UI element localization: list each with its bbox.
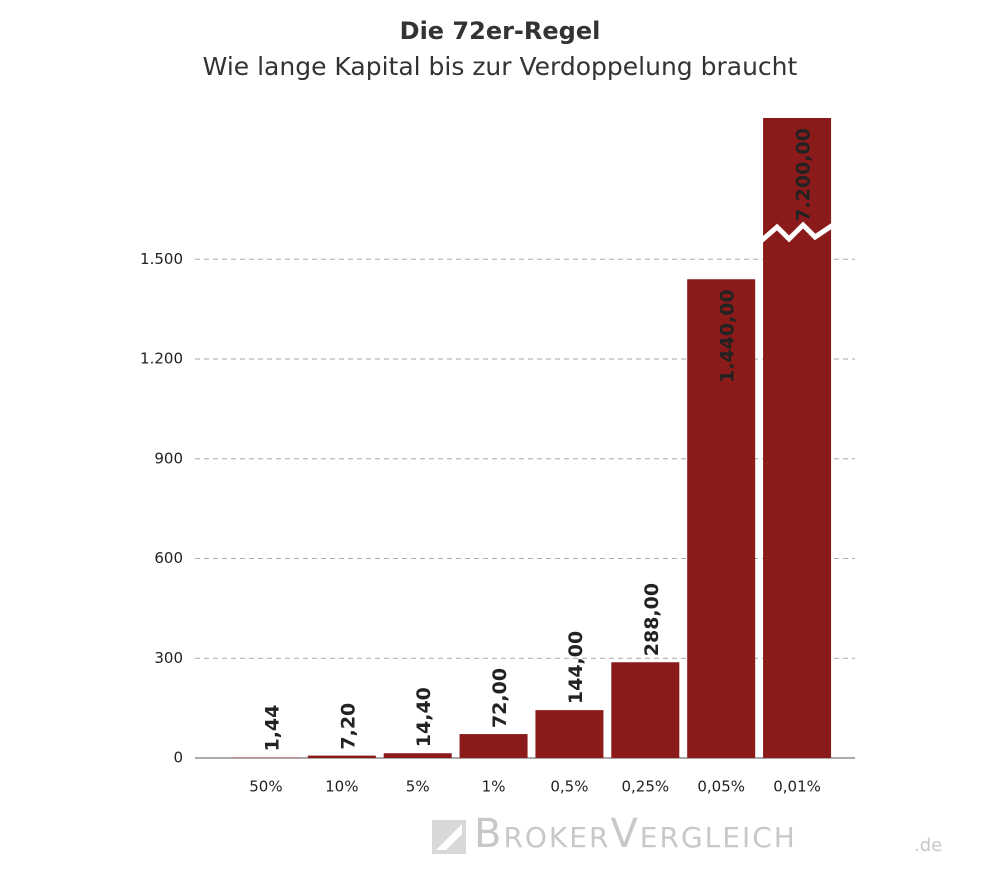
bar: [535, 710, 604, 758]
value-label: 14,40: [413, 687, 435, 747]
x-tick-label: 1%: [482, 778, 506, 796]
y-tick-label: 1.500: [140, 250, 183, 268]
bar: [307, 755, 376, 758]
axis-break: [759, 221, 835, 243]
x-tick-label: 0,01%: [773, 778, 821, 796]
value-label: 144,00: [565, 631, 587, 704]
x-tick-label: 50%: [249, 778, 282, 796]
x-tick-label: 0,5%: [550, 778, 588, 796]
y-tick-label: 300: [154, 649, 183, 667]
bar: [611, 662, 680, 758]
y-tick-label: 600: [154, 549, 183, 567]
y-tick-label: 0: [173, 749, 183, 767]
chart-title: Die 72er-Regel: [400, 17, 601, 45]
y-tick-label: 1.200: [140, 350, 183, 368]
x-tick-label: 10%: [325, 778, 358, 796]
value-label: 7.200,00: [793, 128, 815, 222]
value-label: 1,44: [261, 705, 283, 752]
x-tick-label: 5%: [406, 778, 430, 796]
bar: [687, 279, 756, 758]
chart-subtitle: Wie lange Kapital bis zur Verdoppelung b…: [203, 52, 798, 81]
watermark: BrokerVergleich .de: [432, 811, 942, 857]
x-tick-label: 0,05%: [697, 778, 745, 796]
y-tick-label: 900: [154, 449, 183, 467]
value-label: 7,20: [337, 703, 359, 750]
bar: [459, 734, 528, 758]
x-tick-label: 0,25%: [621, 778, 669, 796]
value-label: 72,00: [489, 668, 511, 728]
watermark-brand: BrokerVergleich: [474, 811, 797, 857]
watermark-domain: .de: [914, 835, 942, 856]
bar: [763, 118, 832, 758]
value-label: 1.440,00: [717, 289, 739, 383]
watermark-logo-stripe: [436, 824, 462, 850]
bar: [383, 753, 452, 758]
value-label: 288,00: [641, 583, 663, 656]
